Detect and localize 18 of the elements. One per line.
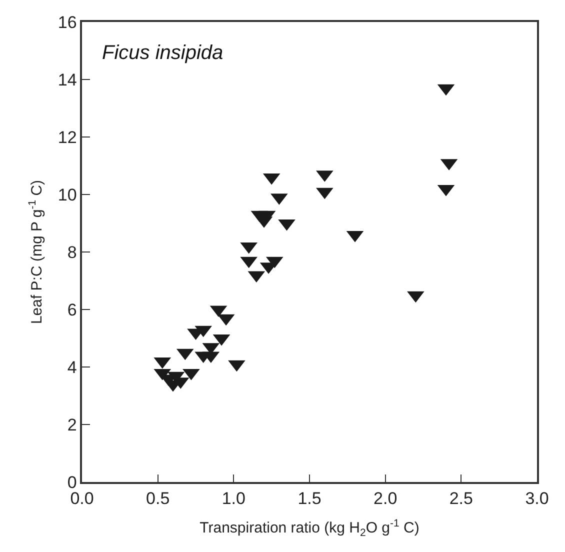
y-tick-label: 16 — [58, 12, 77, 32]
x-axis-title: Transpiration ratio (kg H$_{2}$O g$^{-1}$ C) — [200, 517, 420, 539]
y-tick-label: 4 — [67, 358, 77, 377]
y-tick-label: 0 — [67, 472, 77, 492]
x-tick-label: 0.5 — [146, 489, 170, 508]
y-tick-label: 8 — [67, 242, 77, 262]
y-tick-label: 10 — [58, 185, 77, 204]
x-tick-label: 2.0 — [374, 489, 398, 508]
y-tick-label: 2 — [67, 415, 77, 434]
x-tick-label: 2.5 — [449, 489, 473, 508]
y-tick-label: 14 — [58, 70, 77, 90]
annotation: Ficus insipida — [102, 42, 224, 64]
x-tick-label: 1.5 — [298, 489, 322, 508]
x-tick-label: 1.0 — [222, 489, 246, 508]
x-tick-label: 3.0 — [525, 489, 549, 508]
y-tick-label: 6 — [67, 300, 77, 320]
y-tick-label: 12 — [58, 128, 77, 147]
x-tick-label: 0.0 — [70, 489, 94, 508]
